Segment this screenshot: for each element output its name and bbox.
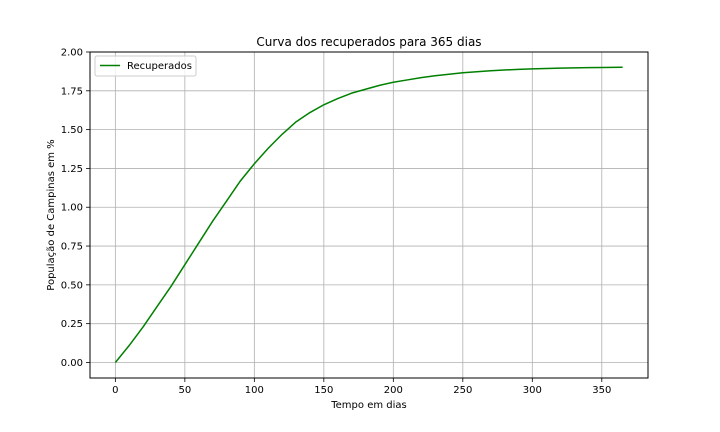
ticks: 0 50 100 150 200 250 300 350 0.00 0.25 0.50 0.75 1.0… [61, 48, 612, 397]
grid [90, 51, 648, 378]
x-tick-label: 50 [178, 385, 191, 396]
y-axis-label: População de Campinas em % [46, 139, 57, 290]
y-tick-label: 0.00 [61, 358, 83, 369]
y-tick-label: 1.75 [61, 86, 83, 97]
series-layer [114, 66, 623, 363]
x-tick-label: 350 [592, 385, 611, 396]
y-tick-label: 0.50 [61, 280, 83, 291]
y-tick-label: 1.25 [61, 164, 83, 175]
x-axis-label: Tempo em dias [330, 400, 406, 411]
y-tick-label: 0.25 [61, 319, 83, 330]
x-tick-label: 200 [384, 385, 403, 396]
series-line-recuperados [114, 66, 623, 363]
y-tick-label: 1.50 [61, 125, 83, 136]
legend-box [94, 55, 197, 77]
y-tick-label: 2.00 [61, 48, 83, 59]
chart-title: Curva dos recuperados para 365 dias [256, 35, 481, 49]
plot-frame [89, 51, 649, 379]
x-tick-label: 300 [523, 385, 542, 396]
y-tick-label: 0.75 [61, 242, 83, 253]
x-tick-label: 250 [453, 385, 472, 396]
x-tick-label: 0 [112, 385, 118, 396]
legend-label-recuperados: Recuperados [127, 61, 192, 72]
x-tick-label: 150 [314, 385, 333, 396]
legend: Recuperados [94, 55, 197, 77]
y-tick-label: 1.00 [61, 203, 83, 214]
x-tick-label: 100 [245, 385, 264, 396]
